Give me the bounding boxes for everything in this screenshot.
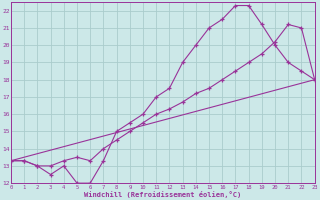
X-axis label: Windchill (Refroidissement éolien,°C): Windchill (Refroidissement éolien,°C) <box>84 191 242 198</box>
